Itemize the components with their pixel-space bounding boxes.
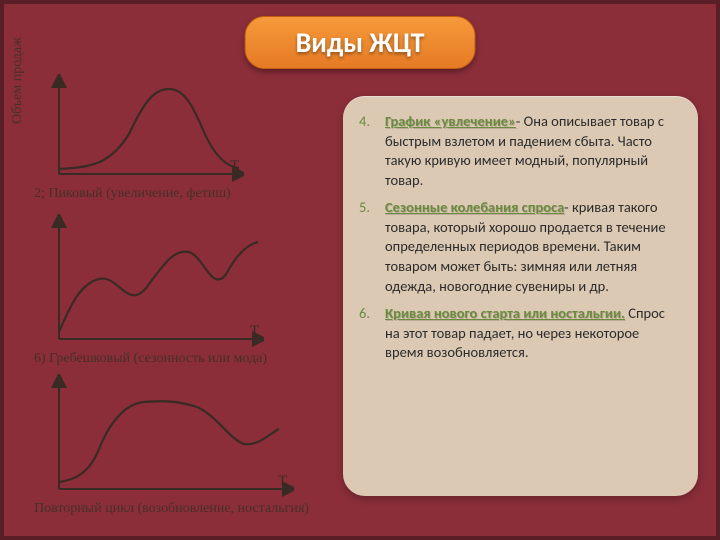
- slide-title: Виды ЖЦТ: [296, 25, 425, 60]
- item-number: 4.: [359, 112, 370, 132]
- item-term: Кривая нового старта или ностальгии.: [385, 304, 625, 322]
- item-number: 5.: [359, 198, 370, 218]
- item-term: Сезонные колебания спроса: [385, 198, 564, 216]
- chart-seasonal: T 6) Гребешковый (сезонность или мода): [34, 214, 314, 367]
- chart-peak-path: [59, 89, 239, 169]
- chart-peak-svg: T: [34, 74, 244, 184]
- chart-nostalgia: T Повторный цикл (возобновление, носталь…: [34, 374, 314, 517]
- item-term: График «увлечение»: [385, 112, 516, 130]
- chart-peak-caption: 2; Пиковый (увеличение, фетиш): [34, 186, 314, 202]
- svg-text:T: T: [278, 473, 287, 489]
- chart-seasonal-svg: T: [34, 214, 264, 349]
- chart-nostalgia-svg: T: [34, 374, 294, 499]
- description-box: 4. График «увлечение»- Она описывает тов…: [343, 96, 698, 496]
- chart-seasonal-caption: 6) Гребешковый (сезонность или мода): [34, 351, 314, 367]
- chart-seasonal-path: [59, 242, 258, 332]
- item-number: 6.: [359, 304, 370, 324]
- list-item: 6. Кривая нового старта или ностальгии. …: [385, 304, 680, 363]
- chart-nostalgia-path: [59, 401, 279, 482]
- chart-peak: T 2; Пиковый (увеличение, фетиш): [34, 74, 314, 202]
- list-item: 4. График «увлечение»- Она описывает тов…: [385, 112, 680, 190]
- chart-nostalgia-caption: Повторный цикл (возобновление, ностальги…: [34, 501, 314, 517]
- svg-text:T: T: [250, 323, 259, 339]
- y-axis-label: Объем продаж: [10, 37, 26, 124]
- svg-text:T: T: [230, 158, 239, 174]
- title-badge: Виды ЖЦТ: [245, 16, 476, 69]
- list-item: 5. Сезонные колебания спроса- кривая так…: [385, 198, 680, 296]
- description-list: 4. График «увлечение»- Она описывает тов…: [385, 112, 680, 363]
